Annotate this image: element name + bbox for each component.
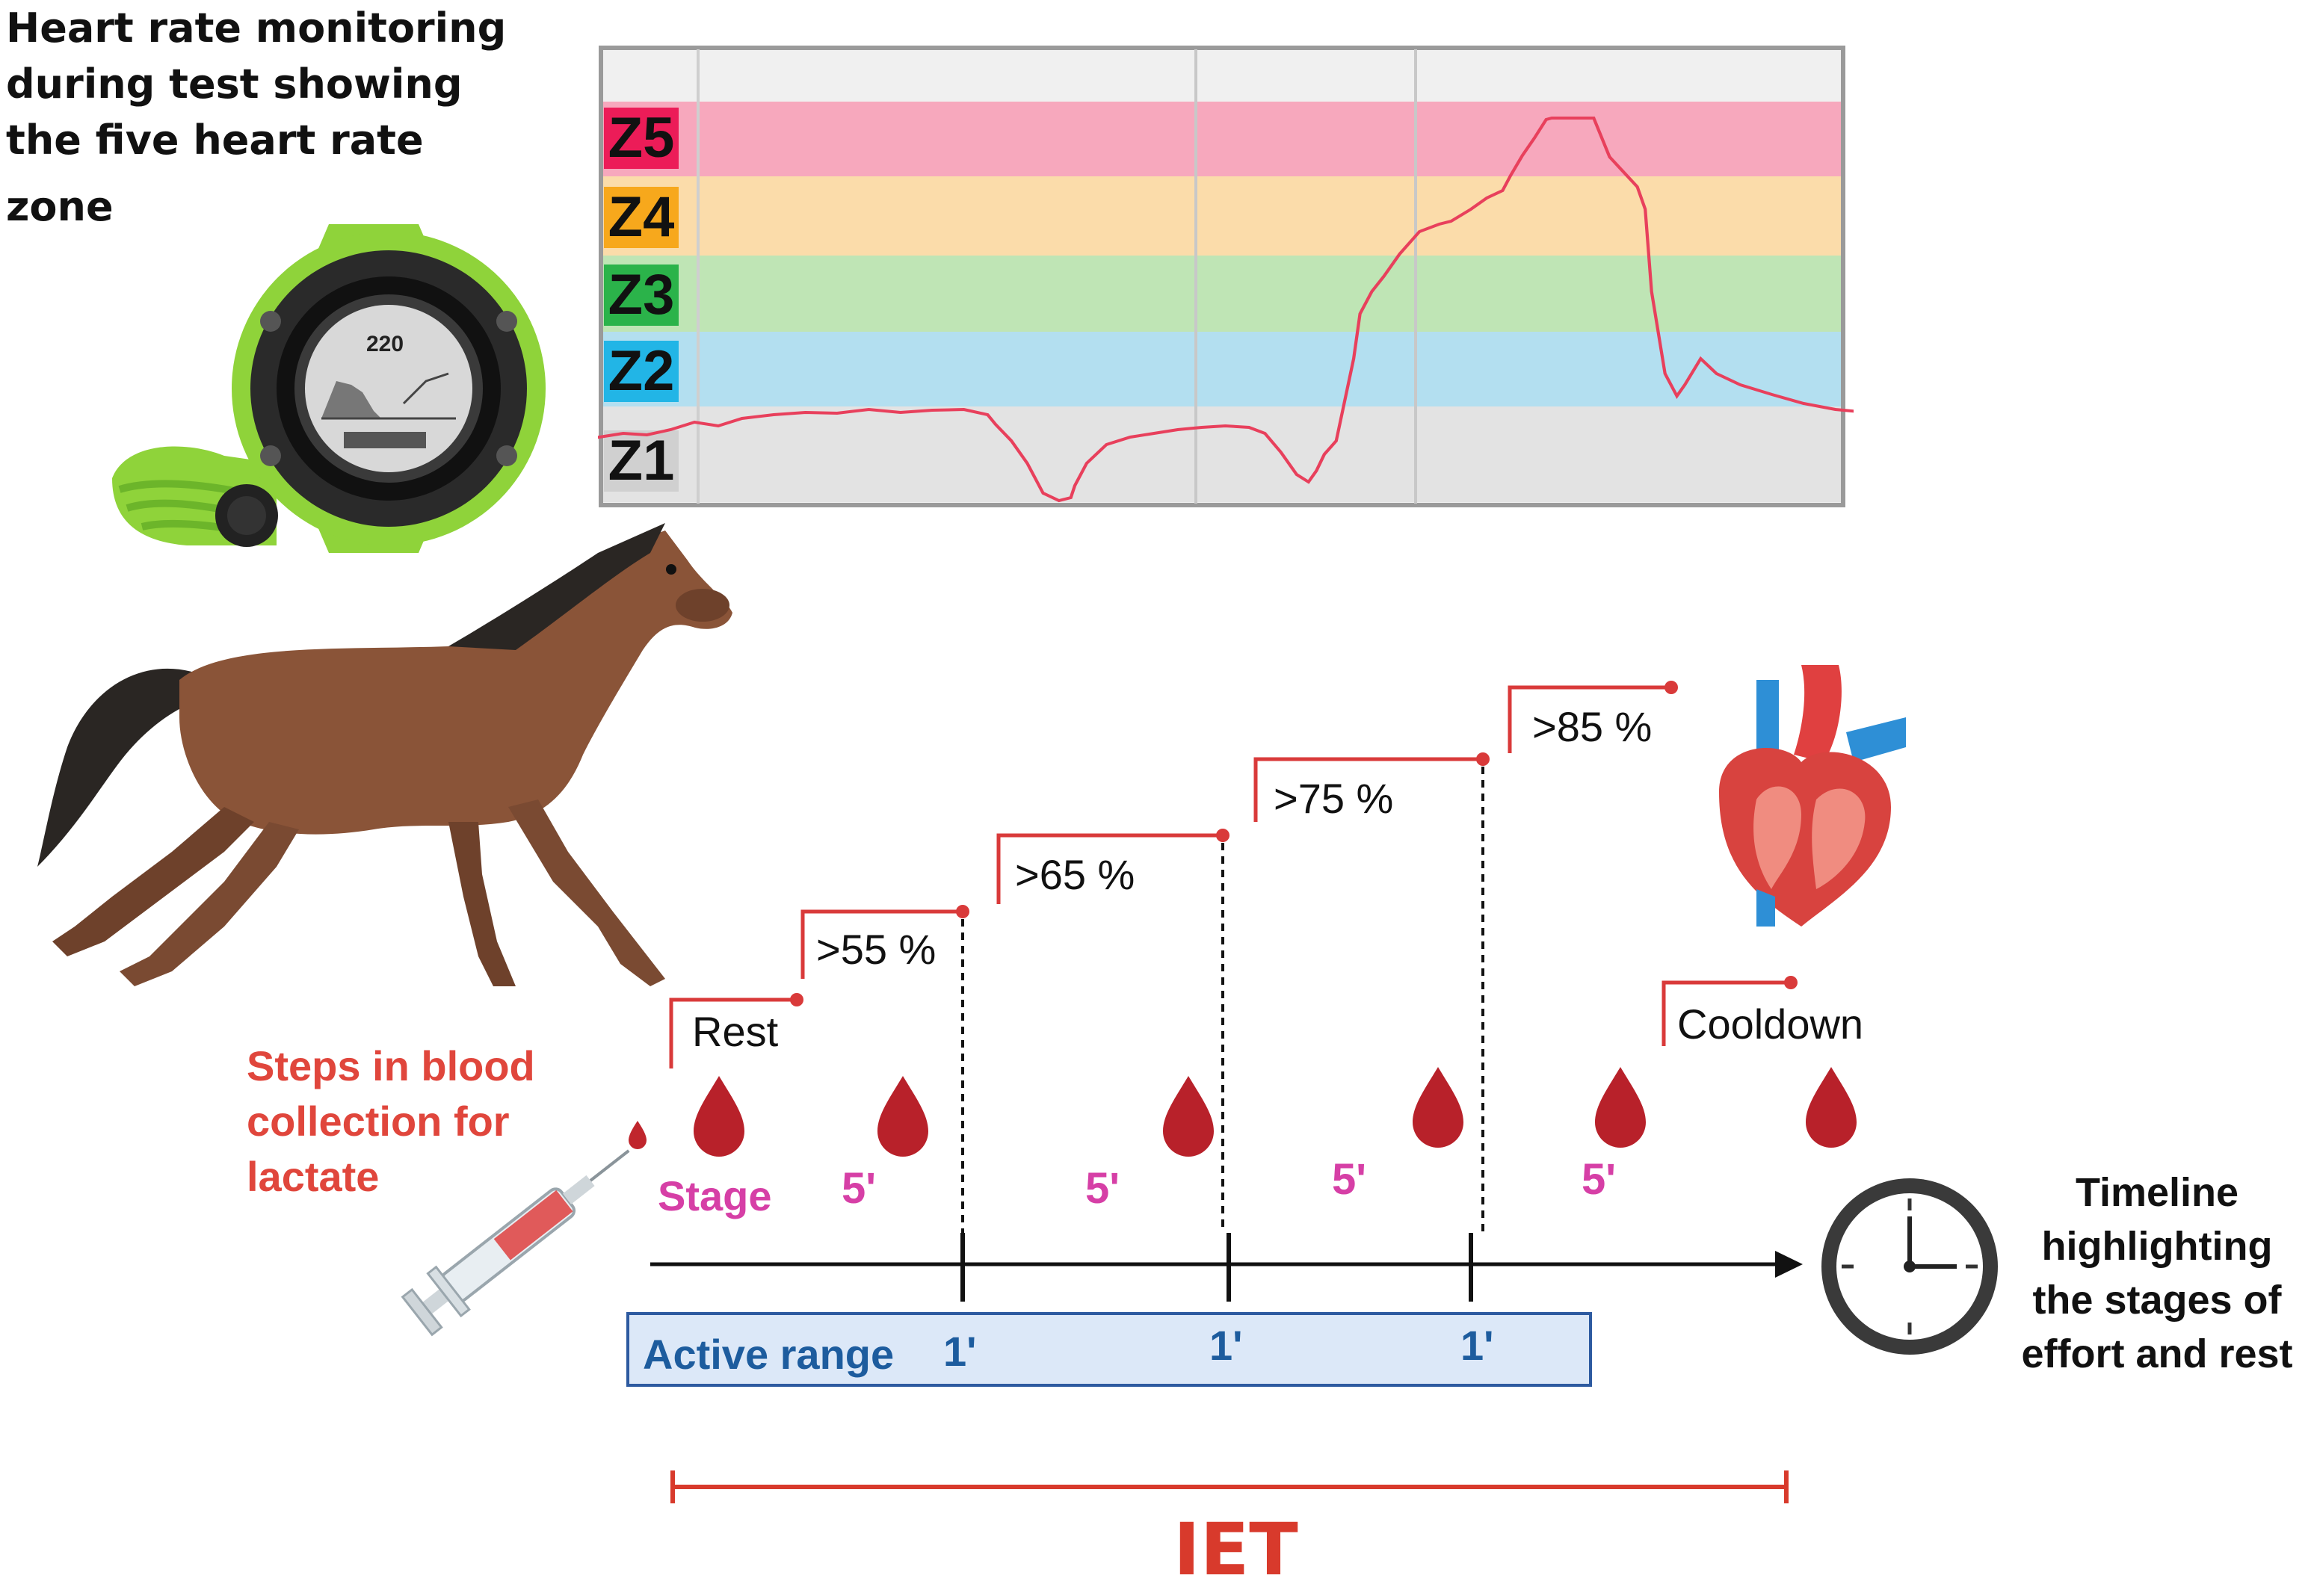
zone-tag-z1: Z1 [604,429,679,492]
svg-text:Z3: Z3 [608,263,675,327]
blood-drop-icon [1806,1067,1857,1148]
timeline-label-line: highlighting [2041,1224,2273,1269]
iet-label: IET [1173,1508,1298,1592]
active-range-label: Active range [643,1331,895,1378]
heart-rate-line [598,117,1854,503]
heart-icon [1719,665,1906,927]
zone-band-z2 [603,332,1841,406]
blood-label-line: Steps in blood [247,1042,535,1089]
smartwatch-icon: 220 [112,224,546,553]
title-line: during test showing [6,61,463,108]
heart-rate-zone-chart: Z5 Z4 Z3 Z2 Z1 [598,46,1854,507]
iet-span-bracket [670,1470,1789,1503]
svg-text:Z4: Z4 [608,185,675,249]
zone-band-z1 [603,406,1841,502]
active-mark: 1' [943,1328,977,1375]
blood-label-line: collection for [247,1098,510,1145]
blood-drop-icon [1413,1067,1463,1148]
svg-text:Z1: Z1 [608,429,675,492]
timeline-arrow [650,1233,1803,1302]
active-range-box: Active range 1' 1' 1' [626,1312,1592,1387]
stage-steps-diagram: Rest >55 % >65 % >75 % >85 % Cooldown St… [658,681,1863,1233]
timeline-label-line: effort and rest [2021,1331,2293,1376]
timeline-label-line: the stages of [2032,1278,2282,1323]
svg-text:220: 220 [366,332,404,356]
duration-label: 5' [1332,1155,1366,1204]
svg-text:Z2: Z2 [608,339,675,403]
blood-collection-label: Steps in blood collection for lactate [247,1039,535,1204]
title-line: Heart rate monitoring [6,4,507,52]
syringe-icon [401,1121,647,1337]
zone-band-z5 [603,102,1841,176]
title-line: zone [6,183,114,230]
title-line: the five heart rate [6,117,424,164]
active-mark: 1' [1209,1322,1243,1369]
zone-tag-z4: Z4 [604,185,679,249]
zone-band-z3 [603,256,1841,332]
svg-text:Z5: Z5 [608,106,675,170]
zone-tag-z3: Z3 [604,263,679,327]
timeline-label: Timeline highlighting the stages of effo… [2000,1166,2314,1381]
clock-icon [1821,1178,1998,1355]
blood-drop-icon [694,1076,744,1157]
zone-tag-z2: Z2 [604,339,679,403]
active-mark: 1' [1460,1322,1494,1369]
stage-word: Stage [658,1172,772,1219]
horse-icon [37,523,732,986]
figure-title: Heart rate monitoring during test showin… [6,0,574,235]
zone-tag-z5: Z5 [604,106,679,170]
blood-drop-icon [877,1076,928,1157]
timeline-label-line: Timeline [2075,1170,2239,1215]
duration-label: 5' [1582,1155,1616,1204]
stage-label-55: >55 % [816,926,936,973]
stage-label-cooldown: Cooldown [1677,1000,1863,1048]
blood-drop-icon [1595,1067,1646,1148]
duration-label: 5' [842,1164,876,1213]
duration-label: 5' [1085,1164,1120,1213]
zone-band-z4 [603,176,1841,256]
stage-label-85: >85 % [1532,703,1652,750]
stage-label-rest: Rest [692,1008,779,1055]
stage-label-65: >65 % [1015,851,1135,898]
blood-label-line: lactate [247,1153,380,1200]
stage-label-75: >75 % [1274,775,1393,822]
blood-drop-icon [1163,1076,1214,1157]
